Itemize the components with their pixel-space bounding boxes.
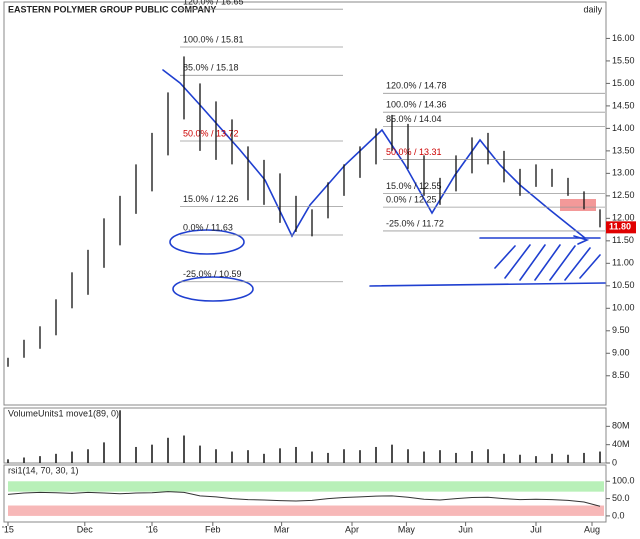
fib-label: 85.0% / 14.04 — [386, 114, 442, 124]
fib-label: 50.0% / 13.72 — [183, 128, 239, 138]
y-tick-label: 12.50 — [612, 190, 635, 200]
y-tick-label: 0.0 — [612, 510, 625, 520]
oversold-band — [8, 505, 604, 516]
y-tick-label: 14.00 — [612, 123, 635, 133]
y-tick-label: 11.50 — [612, 235, 634, 245]
last-price-box — [606, 221, 636, 234]
hand-drawing — [162, 69, 606, 302]
x-tick-label: Apr — [345, 524, 359, 534]
y-tick-label: 100.0 — [612, 476, 635, 486]
fib-label: 50.0% / 13.31 — [386, 147, 442, 157]
y-tick-label: 16.00 — [612, 33, 635, 43]
fib-label: 120.0% / 14.78 — [386, 81, 447, 91]
fib-label: 120.0% / 16.65 — [183, 0, 244, 7]
y-tick-label: 13.00 — [612, 168, 635, 178]
y-tick-label: 40M — [612, 439, 630, 449]
chart-title: EASTERN POLYMER GROUP PUBLIC COMPANY — [8, 4, 216, 14]
x-tick-label: Mar — [274, 524, 290, 534]
rsi-title: rsi1(14, 70, 30, 1) — [8, 465, 79, 475]
highlight-box — [560, 199, 596, 211]
x-tick-label: '16 — [146, 524, 158, 534]
fib-label: 15.0% / 12.26 — [183, 194, 239, 204]
y-tick-label: 9.50 — [612, 325, 630, 335]
x-tick-label: '15 — [2, 524, 14, 534]
volume-title: VolumeUnits1 move1(89, 0) — [8, 408, 119, 418]
y-tick-label: 0 — [612, 457, 617, 467]
trend-line — [162, 69, 586, 239]
y-tick-label: 8.50 — [612, 370, 630, 380]
hatching — [369, 237, 606, 287]
fib-label: -25.0% / 10.59 — [183, 269, 242, 279]
y-tick-label: 10.00 — [612, 303, 635, 313]
x-tick-label: Aug — [584, 524, 600, 534]
fib-label: 0.0% / 11.63 — [183, 222, 233, 232]
x-tick-label: Jul — [530, 524, 542, 534]
y-tick-label: 15.50 — [612, 55, 635, 65]
circle — [169, 229, 245, 255]
y-tick-label: 11.00 — [612, 258, 634, 268]
rsi-line — [7, 491, 601, 507]
y-tick-label: 10.50 — [612, 280, 635, 290]
price-panel — [3, 1, 607, 406]
overbought-band — [8, 481, 604, 492]
y-tick-label: 14.50 — [612, 100, 635, 110]
x-tick-label: Jun — [458, 524, 473, 534]
y-tick-label: 15.00 — [612, 78, 635, 88]
fib-label: -25.0% / 11.72 — [386, 218, 444, 228]
x-tick-label: Dec — [77, 524, 94, 534]
y-tick-label: 50.0 — [612, 493, 630, 503]
y-tick-label: 9.00 — [612, 348, 630, 358]
fib-label: 15.0% / 12.55 — [386, 181, 442, 191]
period: daily — [583, 4, 602, 14]
fib-label: 100.0% / 14.36 — [386, 100, 447, 110]
fib-label: 0.0% / 12.25 — [386, 194, 437, 204]
y-tick-label: 80M — [612, 421, 630, 431]
y-tick-label: 12.00 — [612, 213, 635, 223]
fib-label: 85.0% / 15.18 — [183, 63, 239, 73]
x-tick-label: Feb — [205, 524, 221, 534]
circle — [172, 276, 254, 302]
y-tick-label: 13.50 — [612, 145, 635, 155]
fib-label: 100.0% / 15.81 — [183, 34, 244, 44]
last-price-label: 11.80 — [609, 222, 631, 232]
x-tick-label: May — [398, 524, 416, 534]
